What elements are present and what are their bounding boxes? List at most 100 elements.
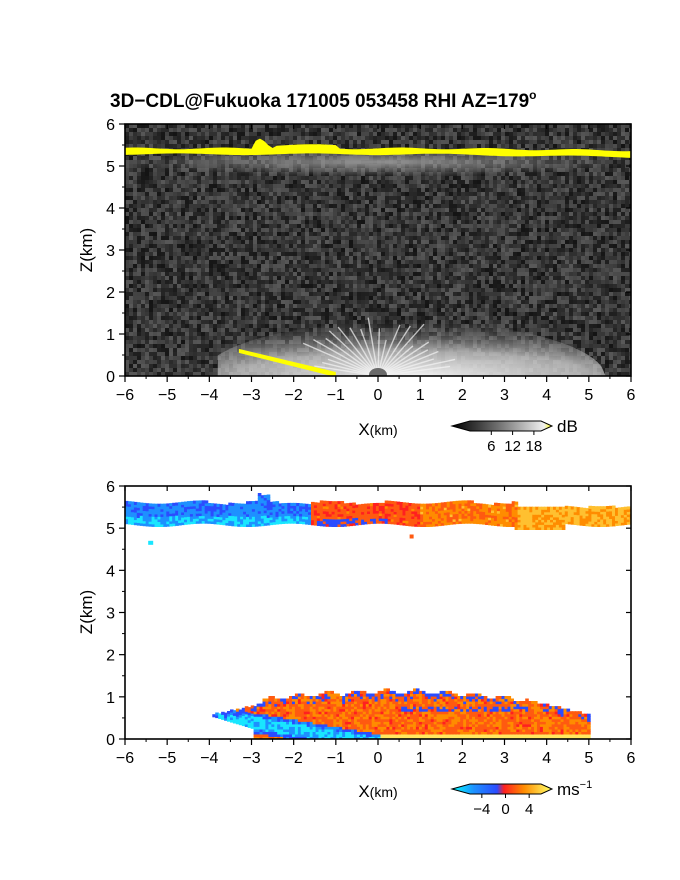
noise-cell — [273, 204, 277, 208]
noise-cell — [153, 240, 157, 244]
noise-cell — [141, 252, 145, 256]
noise-cell — [333, 192, 337, 196]
noise-cell — [149, 188, 153, 192]
noise-cell — [181, 216, 185, 220]
noise-cell — [313, 240, 317, 244]
noise-cell — [573, 188, 577, 192]
noise-cell — [313, 140, 317, 144]
noise-cell — [497, 228, 501, 232]
noise-cell — [489, 176, 493, 180]
noise-cell — [149, 248, 153, 252]
noise-cell — [217, 132, 221, 136]
noise-cell — [257, 176, 261, 180]
noise-cell — [245, 136, 249, 140]
noise-cell — [133, 184, 137, 188]
noise-cell — [153, 220, 157, 224]
noise-cell — [201, 188, 205, 192]
noise-cell — [445, 136, 449, 140]
noise-cell — [193, 248, 197, 252]
noise-cell — [521, 192, 525, 196]
noise-cell — [229, 220, 233, 224]
noise-cell — [337, 176, 341, 180]
noise-cell — [385, 232, 389, 236]
noise-cell — [125, 272, 129, 276]
noise-cell — [257, 256, 261, 260]
noise-cell — [225, 216, 229, 220]
noise-cell — [177, 220, 181, 224]
noise-cell — [157, 124, 161, 128]
noise-cell — [281, 176, 285, 180]
noise-cell — [517, 192, 521, 196]
noise-cell — [213, 200, 217, 204]
noise-cell — [129, 272, 133, 276]
noise-cell — [165, 276, 169, 280]
noise-cell — [169, 124, 173, 128]
noise-cell — [561, 216, 565, 220]
noise-cell — [221, 180, 225, 184]
noise-cell — [157, 132, 161, 136]
noise-cell — [529, 224, 533, 228]
noise-cell — [449, 228, 453, 232]
noise-cell — [313, 124, 317, 128]
noise-cell — [313, 232, 317, 236]
noise-cell — [217, 276, 221, 280]
noise-cell — [365, 244, 369, 248]
noise-cell — [389, 264, 393, 268]
noise-cell — [497, 184, 501, 188]
noise-cell — [581, 140, 585, 144]
noise-cell — [397, 192, 401, 196]
noise-cell — [189, 124, 193, 128]
noise-cell — [297, 176, 301, 180]
noise-cell — [257, 248, 261, 252]
noise-cell — [321, 244, 325, 248]
noise-cell — [301, 180, 305, 184]
noise-cell — [433, 248, 437, 252]
noise-cell — [353, 220, 357, 224]
noise-cell — [269, 200, 273, 204]
noise-cell — [581, 264, 585, 268]
noise-cell — [373, 200, 377, 204]
noise-cell — [333, 232, 337, 236]
noise-cell — [585, 132, 589, 136]
noise-cell — [437, 240, 441, 244]
noise-cell — [165, 236, 169, 240]
noise-cell — [481, 196, 485, 200]
noise-cell — [281, 132, 285, 136]
noise-cell — [261, 184, 265, 188]
noise-cell — [509, 272, 513, 276]
noise-cell — [277, 268, 281, 272]
noise-cell — [457, 132, 461, 136]
noise-cell — [497, 180, 501, 184]
noise-cell — [133, 140, 137, 144]
noise-cell — [137, 244, 141, 248]
noise-cell — [433, 232, 437, 236]
noise-cell — [281, 232, 285, 236]
noise-cell — [237, 276, 241, 280]
noise-cell — [405, 188, 409, 192]
noise-cell — [241, 216, 245, 220]
noise-cell — [533, 124, 537, 128]
noise-cell — [589, 124, 593, 128]
noise-cell — [445, 144, 449, 148]
noise-cell — [561, 240, 565, 244]
noise-cell — [481, 188, 485, 192]
noise-cell — [297, 248, 301, 252]
noise-cell — [161, 200, 165, 204]
noise-cell — [273, 252, 277, 256]
noise-cell — [125, 228, 129, 232]
noise-cell — [305, 212, 309, 216]
noise-cell — [265, 132, 269, 136]
noise-cell — [549, 264, 553, 268]
noise-cell — [241, 208, 245, 212]
noise-cell — [493, 224, 497, 228]
noise-cell — [361, 128, 365, 132]
noise-cell — [141, 176, 145, 180]
noise-cell — [405, 228, 409, 232]
noise-cell — [377, 236, 381, 240]
noise-cell — [165, 204, 169, 208]
noise-cell — [181, 212, 185, 216]
noise-cell — [409, 220, 413, 224]
noise-cell — [461, 208, 465, 212]
noise-cell — [521, 268, 525, 272]
noise-cell — [229, 248, 233, 252]
